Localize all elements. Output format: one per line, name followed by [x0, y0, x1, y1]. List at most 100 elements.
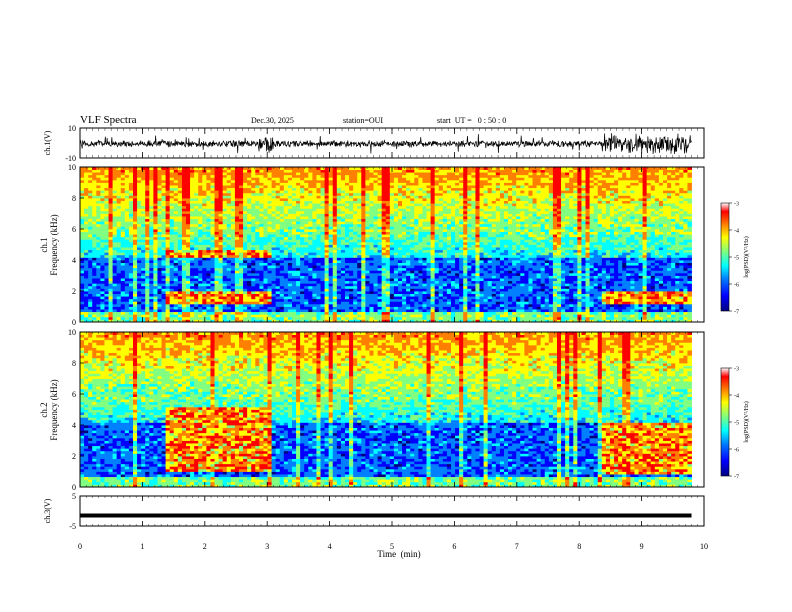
spectrogram-cell	[214, 174, 220, 178]
spectrogram-cell	[194, 280, 199, 284]
spectrogram-cell	[279, 187, 285, 191]
spectrogram-cell	[206, 174, 211, 178]
spectrogram-cell	[316, 311, 321, 315]
spectrogram-cell	[385, 236, 391, 240]
spectrogram-cell	[230, 239, 236, 243]
spectrogram-cell	[300, 221, 305, 225]
spectrogram-cell	[165, 239, 171, 243]
spectrogram-cell	[271, 241, 277, 245]
spectrogram-cell	[116, 298, 122, 302]
spectrogram-cell	[84, 218, 89, 222]
spectrogram-cell	[418, 306, 423, 310]
spectrogram-cell	[198, 213, 203, 217]
spectrogram-cell	[186, 247, 191, 251]
spectrogram-cell	[332, 234, 338, 238]
spectrogram-cell	[84, 190, 89, 194]
spectrogram-cell	[389, 179, 395, 183]
spectrogram-cell	[108, 306, 114, 310]
spectrogram-cell	[255, 278, 260, 282]
spectrogram-cell	[149, 311, 154, 315]
spectrogram-cell	[324, 185, 330, 189]
spectrogram-cell	[328, 205, 334, 209]
spectrogram-cell	[287, 169, 293, 173]
spectrogram-cell	[92, 254, 97, 258]
spectrogram-cell	[361, 210, 366, 214]
spectrogram-cell	[226, 174, 232, 178]
spectrogram-cell	[312, 288, 317, 292]
spectrogram-cell	[389, 288, 395, 292]
spectrogram-cell	[385, 301, 391, 305]
spectrogram-cell	[397, 172, 403, 176]
spectrogram-cell	[169, 265, 175, 269]
spectrogram-cell	[361, 241, 366, 245]
spectrogram-cell	[239, 267, 244, 271]
spectrogram-cell	[259, 190, 264, 194]
spectrogram-cell	[186, 223, 191, 227]
spectrogram-cell	[239, 303, 244, 307]
spectrogram-cell	[108, 236, 114, 240]
spectrogram-cell	[226, 221, 232, 225]
spectrogram-cell	[377, 218, 383, 222]
spectrogram-cell	[222, 298, 228, 302]
spectrogram-cell	[84, 270, 89, 274]
spectrogram-cell	[80, 280, 85, 284]
spectrogram-cell	[96, 185, 101, 189]
spectrogram-cell	[340, 303, 346, 307]
spectrogram-cell	[344, 306, 350, 310]
spectrogram-cell	[279, 231, 285, 235]
spectrogram-cell	[336, 309, 342, 313]
spectrogram-cell	[320, 169, 326, 173]
spectrogram-cell	[124, 234, 130, 238]
spectrogram-cell	[222, 252, 228, 256]
spectrogram-cell	[124, 226, 130, 230]
spectrogram-cell	[369, 205, 374, 209]
spectrogram-cell	[312, 218, 317, 222]
spectrogram-cell	[271, 275, 277, 279]
spectrogram-cell	[410, 236, 415, 240]
spectrogram-cell	[128, 239, 134, 243]
spectrogram-cell	[255, 285, 260, 289]
spectrogram-cell	[304, 278, 309, 282]
spectrogram-cell	[145, 291, 150, 294]
spectrogram-cell	[332, 278, 338, 282]
spectrogram-cell	[243, 218, 248, 222]
spectrogram-cell	[320, 249, 326, 253]
spectrogram-cell	[406, 301, 411, 305]
spectrogram-cell	[414, 314, 419, 318]
spectrogram-cell	[84, 192, 89, 196]
spectrogram-cell	[389, 285, 395, 289]
spectrogram-cell	[365, 187, 370, 191]
spectrogram-cell	[369, 203, 374, 207]
spectrogram-cell	[320, 195, 326, 199]
spectrogram-cell	[133, 241, 138, 245]
spectrogram-cell	[149, 203, 154, 207]
spectrogram-cell	[397, 283, 403, 287]
spectrogram-cell	[344, 285, 350, 289]
spectrogram-cell	[80, 303, 85, 307]
spectrogram-cell	[173, 213, 179, 217]
spectrogram-cell	[190, 283, 195, 287]
spectrogram-cell	[116, 288, 122, 292]
spectrogram-cell	[300, 265, 305, 269]
spectrogram-cell	[186, 249, 191, 253]
spectrogram-cell	[80, 301, 85, 305]
spectrogram-cell	[353, 262, 358, 266]
spectrogram-cell	[283, 283, 289, 287]
spectrogram-cell	[316, 285, 321, 289]
spectrogram-cell	[414, 249, 419, 253]
spectrogram-cell	[206, 319, 211, 322]
spectrogram-cell	[149, 223, 154, 227]
spectrogram-cell	[381, 213, 387, 217]
spectrogram-cell	[389, 314, 395, 318]
spectrogram-cell	[96, 316, 101, 320]
spectrogram-cell	[336, 182, 342, 186]
spectrogram-cell	[153, 239, 158, 243]
spectrogram-cell	[287, 221, 293, 225]
spectrogram-cell	[112, 229, 118, 232]
spectrogram-cell	[145, 247, 150, 251]
spectrogram-cell	[344, 174, 350, 178]
spectrogram-cell	[271, 205, 277, 209]
spectrogram-cell	[161, 192, 167, 196]
spectrogram-cell	[124, 221, 130, 225]
spectrogram-cell	[336, 192, 342, 196]
